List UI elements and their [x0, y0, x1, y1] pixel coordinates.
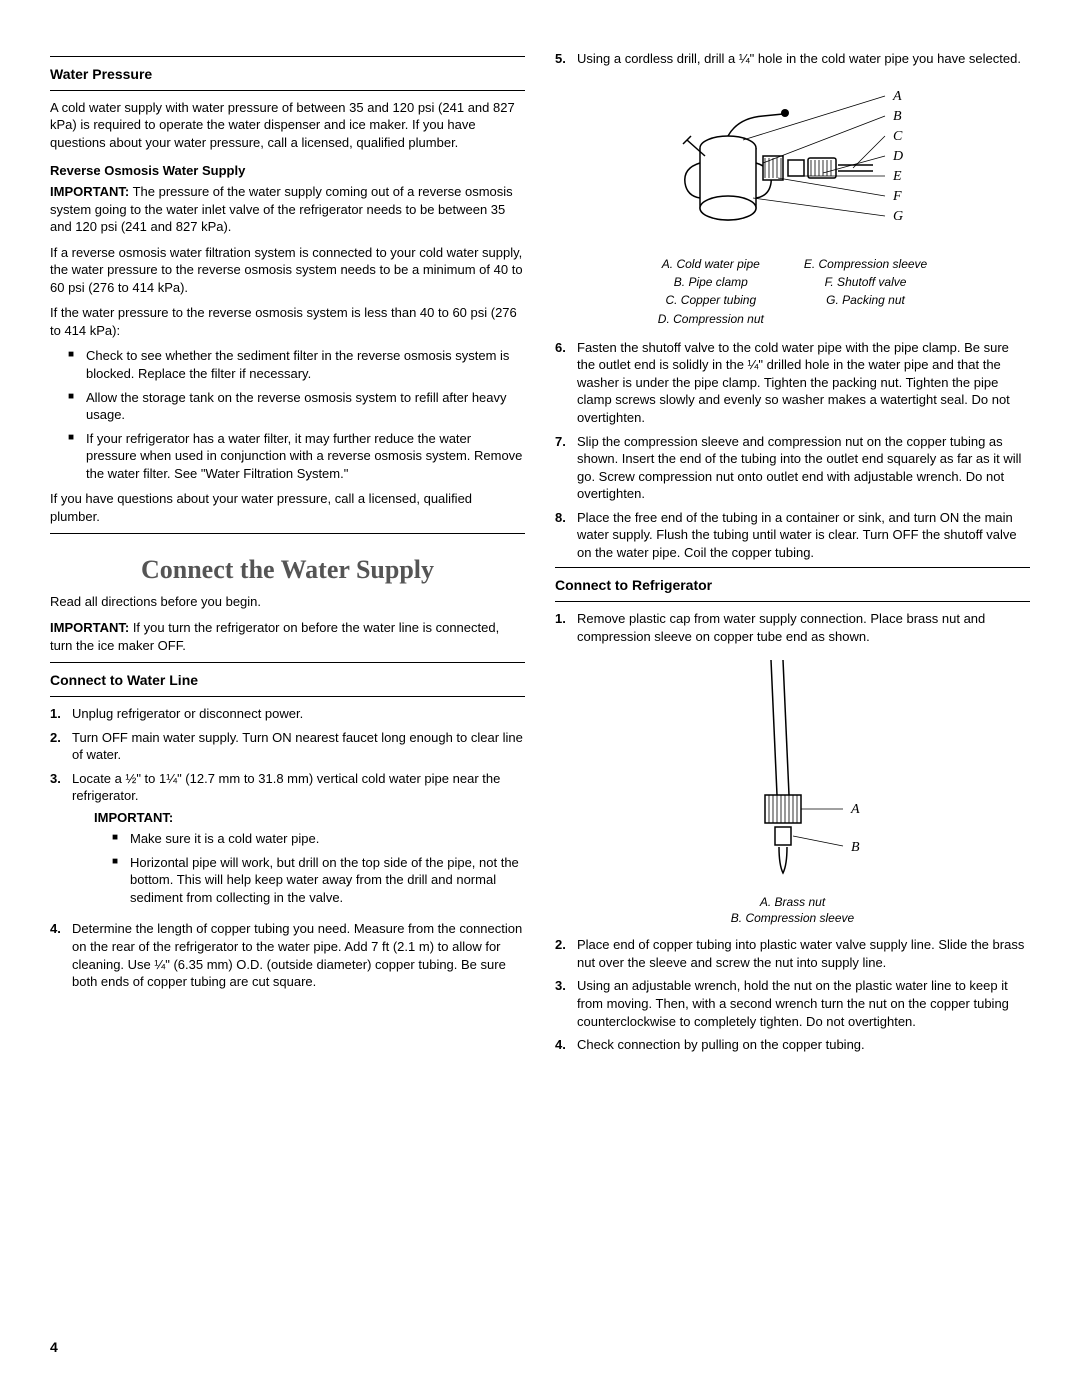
list-item: 2.Place end of copper tubing into plasti… [555, 936, 1030, 971]
nested-bullets: Make sure it is a cold water pipe. Horiz… [94, 830, 525, 906]
label-b: B [893, 109, 902, 124]
list-item: Allow the storage tank on the reverse os… [68, 389, 525, 424]
label-a: A [850, 802, 860, 817]
list-item: Check to see whether the sediment filter… [68, 347, 525, 382]
nested-important: IMPORTANT: [94, 809, 525, 827]
numbered-list: 6.Fasten the shutoff valve to the cold w… [555, 339, 1030, 562]
rule [50, 533, 525, 534]
list-item: 4.Determine the length of copper tubing … [50, 920, 525, 990]
important-label: IMPORTANT: [50, 620, 129, 635]
list-item: 3.Using an adjustable wrench, hold the n… [555, 977, 1030, 1030]
left-column: Water Pressure A cold water supply with … [50, 50, 525, 1060]
para: If the water pressure to the reverse osm… [50, 304, 525, 339]
heading-connect-water-line: Connect to Water Line [50, 671, 525, 690]
rule [555, 601, 1030, 602]
label-d: D [892, 149, 903, 164]
para-important: IMPORTANT: If you turn the refrigerator … [50, 619, 525, 654]
rule [50, 696, 525, 697]
page-columns: Water Pressure A cold water supply with … [50, 50, 1030, 1060]
label-e: E [892, 169, 902, 184]
figure-legend: A. Cold water pipe B. Pipe clamp C. Copp… [555, 256, 1030, 329]
heading-connect-refrigerator: Connect to Refrigerator [555, 576, 1030, 595]
rule [555, 567, 1030, 568]
rule [50, 90, 525, 91]
nested-block: IMPORTANT: Make sure it is a cold water … [94, 809, 525, 907]
heading-water-pressure: Water Pressure [50, 65, 525, 84]
list-item: 6.Fasten the shutoff valve to the cold w… [555, 339, 1030, 427]
important-label: IMPORTANT: [50, 184, 129, 199]
label-g: G [893, 209, 903, 224]
rule [50, 56, 525, 57]
rule [50, 662, 525, 663]
figure-legend-2: A. Brass nut B. Compression sleeve [555, 894, 1030, 926]
list-item: 1.Unplug refrigerator or disconnect powe… [50, 705, 525, 723]
list-item: Make sure it is a cold water pipe. [112, 830, 525, 848]
para: Read all directions before you begin. [50, 593, 525, 611]
list-item: 7.Slip the compression sleeve and compre… [555, 433, 1030, 503]
list-item: Horizontal pipe will work, but drill on … [112, 854, 525, 907]
list-item: 3. Locate a ½" to 1¼" (12.7 mm to 31.8 m… [50, 770, 525, 915]
para: If a reverse osmosis water filtration sy… [50, 244, 525, 297]
numbered-list: 5.Using a cordless drill, drill a ¼" hol… [555, 50, 1030, 68]
page-number: 4 [50, 1338, 58, 1357]
right-column: 5.Using a cordless drill, drill a ¼" hol… [555, 50, 1030, 1060]
list-item: If your refrigerator has a water filter,… [68, 430, 525, 483]
brass-nut-svg: A B [683, 655, 903, 885]
legend-col-right: E. Compression sleeve F. Shutoff valve G… [804, 256, 927, 329]
list-item: 8.Place the free end of the tubing in a … [555, 509, 1030, 562]
numbered-list: 2.Place end of copper tubing into plasti… [555, 936, 1030, 1053]
list-item: 1.Remove plastic cap from water supply c… [555, 610, 1030, 645]
para: A cold water supply with water pressure … [50, 99, 525, 152]
figure-brass-nut: A B A. Brass nut B. Compression sleeve [555, 655, 1030, 926]
numbered-list: 1.Unplug refrigerator or disconnect powe… [50, 705, 525, 991]
para: If you have questions about your water p… [50, 490, 525, 525]
list-item: 5.Using a cordless drill, drill a ¼" hol… [555, 50, 1030, 68]
heading-reverse-osmosis: Reverse Osmosis Water Supply [50, 162, 525, 180]
label-c: C [893, 129, 903, 144]
list-item: 2.Turn OFF main water supply. Turn ON ne… [50, 729, 525, 764]
bullet-list: Check to see whether the sediment filter… [50, 347, 525, 482]
label-f: F [892, 189, 902, 204]
valve-diagram-svg: A B C D E F G [623, 78, 963, 248]
list-item: 4.Check connection by pulling on the cop… [555, 1036, 1030, 1054]
label-a: A [892, 89, 902, 104]
legend-col-left: A. Cold water pipe B. Pipe clamp C. Copp… [658, 256, 764, 329]
para-important: IMPORTANT: The pressure of the water sup… [50, 183, 525, 236]
numbered-list: 1.Remove plastic cap from water supply c… [555, 610, 1030, 645]
label-b: B [851, 840, 860, 855]
section-title-connect: Connect the Water Supply [50, 552, 525, 587]
figure-valve-assembly: A B C D E F G A. Cold water pipe B. Pipe… [555, 78, 1030, 329]
